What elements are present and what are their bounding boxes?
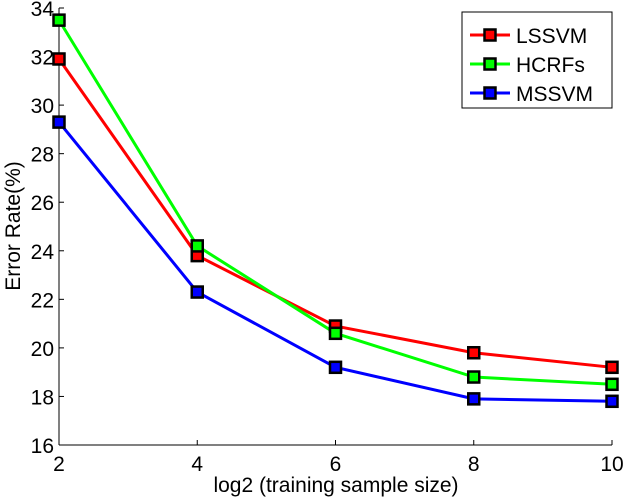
- y-tick-label: 24: [31, 241, 55, 264]
- x-tick-label: 6: [330, 453, 342, 476]
- series-group: [52, 13, 619, 409]
- legend-label: HCRFs: [516, 54, 585, 77]
- legend-marker: [483, 57, 497, 71]
- y-tick-label: 34: [31, 0, 55, 21]
- data-point-hcrfs: [328, 326, 343, 341]
- y-tick-label: 20: [31, 338, 54, 361]
- y-tick-label: 16: [31, 435, 54, 458]
- data-point-lssvm: [52, 52, 66, 66]
- y-tick-label: 32: [31, 47, 54, 70]
- data-point-lssvm: [605, 360, 619, 375]
- data-point-hcrfs: [52, 13, 66, 27]
- y-tick-label: 22: [31, 289, 54, 312]
- legend-marker: [483, 86, 497, 100]
- data-point-mssvm: [467, 392, 481, 406]
- legend: LSSVM HCRFs MSSVM: [461, 11, 613, 109]
- data-point-hcrfs: [190, 239, 204, 253]
- y-tick-label: 28: [31, 144, 54, 167]
- y-axis-label: Error Rate(%): [2, 161, 25, 291]
- data-point-mssvm: [190, 285, 204, 299]
- data-point-hcrfs: [605, 377, 619, 392]
- y-tick-label: 30: [31, 95, 54, 118]
- legend-marker: [483, 28, 497, 42]
- data-point-mssvm: [328, 360, 343, 375]
- x-axis-label: log2 (training sample size): [213, 474, 458, 497]
- data-point-lssvm: [467, 345, 481, 360]
- y-tick-label: 18: [31, 386, 54, 409]
- data-point-mssvm: [52, 115, 66, 129]
- data-point-mssvm: [605, 394, 619, 409]
- legend-label: LSSVM: [516, 25, 587, 48]
- x-tick-label: 4: [191, 453, 203, 476]
- legend-label: MSSVM: [516, 83, 593, 106]
- x-tick-label: 10: [600, 453, 623, 476]
- x-tick-label: 8: [468, 453, 480, 476]
- x-tick-label: 2: [53, 453, 65, 476]
- data-point-hcrfs: [467, 370, 481, 384]
- y-tick-label: 26: [31, 192, 54, 215]
